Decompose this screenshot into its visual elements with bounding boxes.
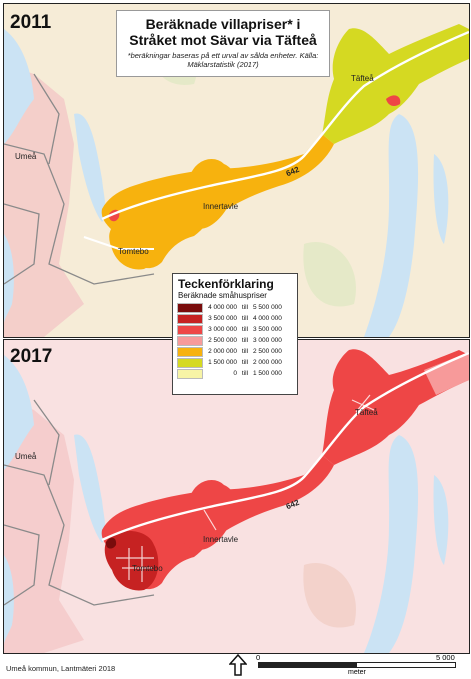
legend-range-sep: till — [241, 304, 249, 311]
legend-item: 2 500 000 till 3 000 000 — [177, 335, 297, 346]
legend-subtitle: Beräknade småhuspriser — [178, 291, 267, 300]
lake-far-east — [433, 154, 449, 244]
legend-range-to: 2 500 000 — [253, 348, 282, 355]
place-label-innertavle: Innertavle — [203, 202, 239, 211]
scale-end-label: 5 000 — [436, 653, 455, 662]
legend-item: 0 till 1 500 000 — [177, 368, 297, 379]
price-zone-east-end-2017 — [424, 352, 469, 395]
legend-item: 1 500 000 till 2 000 000 — [177, 357, 297, 368]
forest-patch — [303, 242, 356, 307]
place-label-innertavle: Innertavle — [203, 535, 239, 544]
price-zone-tomtebo-2011 — [109, 214, 159, 270]
price-zone-tomtebo-2017 — [104, 530, 159, 591]
scale-unit-label: meter — [348, 669, 366, 676]
forest-patch — [303, 563, 356, 628]
urban-area — [4, 64, 84, 337]
road-642 — [101, 30, 469, 221]
lake-east — [364, 114, 419, 337]
legend-swatch — [177, 346, 203, 357]
district-borders — [4, 73, 155, 285]
place-label-umea: Umeå — [15, 452, 37, 461]
legend-swatch — [177, 302, 203, 313]
scale-bar — [258, 662, 456, 668]
legend-item: 3 500 000 till 4 000 000 — [177, 313, 297, 324]
year-label-2017: 2017 — [10, 346, 53, 367]
legend-range-sep: till — [241, 370, 249, 377]
source-credit: Umeå kommun, Lantmäteri 2018 — [6, 664, 116, 673]
legend-range-from: 3 000 000 — [208, 326, 237, 333]
legend-range-from: 1 500 000 — [208, 359, 237, 366]
north-arrow-icon — [229, 654, 247, 676]
map-title-box: Beräknade villapriser* i Stråket mot Säv… — [116, 10, 330, 77]
coastal-water — [4, 555, 14, 645]
price-zone-innertavle-2011 — [178, 159, 236, 229]
legend-range-to: 3 500 000 — [253, 326, 282, 333]
river-umealven — [74, 113, 106, 222]
legend-range-to: 3 000 000 — [253, 337, 282, 344]
price-zone-tafte-2011 — [322, 24, 469, 144]
district-borders — [4, 399, 155, 606]
legend-range: 3 000 000 till 3 500 000 — [207, 326, 287, 333]
sea-area — [4, 355, 34, 470]
legend-range-to: 5 500 000 — [253, 304, 282, 311]
map-footer: Umeå kommun, Lantmäteri 2018 0 5 000 met… — [0, 653, 471, 679]
legend-range: 4 000 000 till 5 500 000 — [207, 304, 287, 311]
urban-area — [4, 400, 84, 653]
legend-range-sep: till — [241, 337, 249, 344]
scale-start-label: 0 — [256, 653, 261, 662]
place-label-umea: Umeå — [15, 152, 37, 161]
legend-swatch — [177, 335, 203, 346]
legend-range: 2 500 000 till 3 000 000 — [207, 337, 287, 344]
legend-range-sep: till — [241, 348, 249, 355]
legend-swatch — [177, 357, 203, 368]
place-label-tafte: Täfteå — [351, 74, 374, 83]
coastal-water — [4, 234, 14, 324]
place-label-tomtebo: Tomtebo — [118, 247, 149, 256]
sea-area — [4, 29, 34, 144]
legend-range-sep: till — [241, 315, 249, 322]
map-title-line-2: Stråket mot Sävar via Täfteå — [129, 32, 317, 48]
legend-swatch — [177, 324, 203, 335]
local-streets — [116, 394, 375, 582]
legend-item: 3 000 000 till 3 500 000 — [177, 324, 297, 335]
map-title-line-1: Beräknade villapriser* i — [145, 16, 301, 32]
legend-range-to: 2 000 000 — [253, 359, 282, 366]
legend-range-to: 1 500 000 — [253, 370, 282, 377]
legend-swatch — [177, 313, 203, 324]
legend-range-from: 3 500 000 — [208, 315, 237, 322]
legend-range: 0 till 1 500 000 — [207, 370, 287, 377]
price-zone-high-spot — [386, 95, 401, 107]
legend-range: 3 500 000 till 4 000 000 — [207, 315, 287, 322]
legend-rows: 4 000 000 till 5 500 000 3 500 000 till 4 000… — [173, 302, 297, 379]
legend-range: 1 500 000 till 2 000 000 — [207, 359, 287, 366]
legend-range-from: 2 500 000 — [208, 337, 237, 344]
scale-bar-segment — [259, 663, 357, 667]
river-umealven — [74, 434, 106, 543]
legend-title: Teckenförklaring — [178, 277, 274, 291]
legend-range-from: 2 000 000 — [208, 348, 237, 355]
lake-east — [364, 435, 419, 653]
map-legend: Teckenförklaring Beräknade småhuspriser … — [172, 273, 298, 395]
legend-item: 4 000 000 till 5 500 000 — [177, 302, 297, 313]
legend-swatch — [177, 368, 203, 379]
place-label-tafte: Täfteå — [355, 408, 378, 417]
legend-range-from: 0 — [233, 370, 237, 377]
local-road — [83, 236, 154, 250]
legend-range: 2 000 000 till 2 500 000 — [207, 348, 287, 355]
map-title-note: *beräkningar baseras på ett urval av sål… — [127, 51, 319, 69]
legend-item: 2 000 000 till 2 500 000 — [177, 346, 297, 357]
year-label-2011: 2011 — [10, 12, 52, 33]
lake-far-east — [433, 475, 449, 565]
legend-range-from: 4 000 000 — [208, 304, 237, 311]
road-642 — [101, 351, 469, 542]
legend-range-sep: till — [241, 326, 249, 333]
place-label-tomtebo: Tomtebo — [132, 564, 163, 573]
legend-range-to: 4 000 000 — [253, 315, 282, 322]
price-zone-top-spot — [105, 537, 117, 549]
legend-range-sep: till — [241, 359, 249, 366]
